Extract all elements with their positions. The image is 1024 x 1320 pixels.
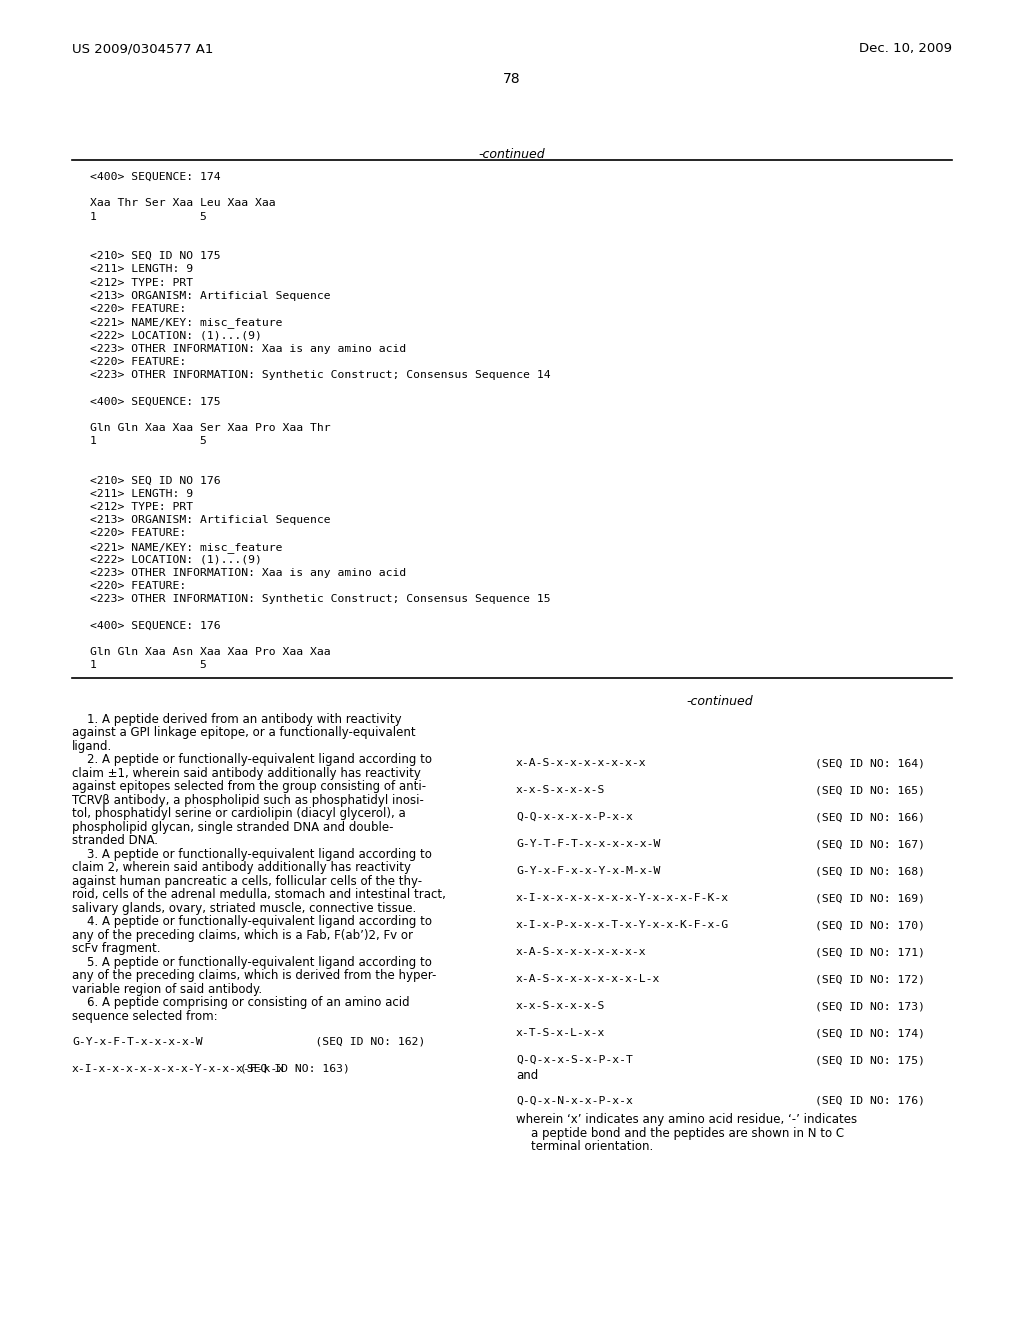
Text: TCRVβ antibody, a phospholipid such as phosphatidyl inosi-: TCRVβ antibody, a phospholipid such as p… [72,793,424,807]
Text: 3. A peptide or functionally-equivalent ligand according to: 3. A peptide or functionally-equivalent … [72,847,432,861]
Text: <220> FEATURE:: <220> FEATURE: [90,304,186,314]
Text: any of the preceding claims, which is derived from the hyper-: any of the preceding claims, which is de… [72,969,436,982]
Text: <222> LOCATION: (1)...(9): <222> LOCATION: (1)...(9) [90,554,262,565]
Text: 4. A peptide or functionally-equivalent ligand according to: 4. A peptide or functionally-equivalent … [72,915,432,928]
Text: (SEQ ID NO: 176): (SEQ ID NO: 176) [815,1096,925,1106]
Text: Q-Q-x-x-x-x-P-x-x: Q-Q-x-x-x-x-P-x-x [516,812,633,822]
Text: -continued: -continued [478,148,546,161]
Text: x-I-x-x-x-x-x-x-x-Y-x-x-x-F-K-x: x-I-x-x-x-x-x-x-x-Y-x-x-x-F-K-x [516,894,729,903]
Text: <211> LENGTH: 9: <211> LENGTH: 9 [90,264,194,275]
Text: x-A-S-x-x-x-x-x-x-x: x-A-S-x-x-x-x-x-x-x [516,758,646,768]
Text: sequence selected from:: sequence selected from: [72,1010,218,1023]
Text: tol, phosphatidyl serine or cardiolipin (diacyl glycerol), a: tol, phosphatidyl serine or cardiolipin … [72,807,406,820]
Text: Gln Gln Xaa Asn Xaa Xaa Pro Xaa Xaa: Gln Gln Xaa Asn Xaa Xaa Pro Xaa Xaa [90,647,331,657]
Text: <223> OTHER INFORMATION: Synthetic Construct; Consensus Sequence 15: <223> OTHER INFORMATION: Synthetic Const… [90,594,551,605]
Text: <220> FEATURE:: <220> FEATURE: [90,528,186,539]
Text: 6. A peptide comprising or consisting of an amino acid: 6. A peptide comprising or consisting of… [72,997,410,1008]
Text: <223> OTHER INFORMATION: Xaa is any amino acid: <223> OTHER INFORMATION: Xaa is any amin… [90,568,407,578]
Text: Dec. 10, 2009: Dec. 10, 2009 [859,42,952,55]
Text: (SEQ ID NO: 162): (SEQ ID NO: 162) [171,1036,425,1047]
Text: <210> SEQ ID NO 176: <210> SEQ ID NO 176 [90,475,220,486]
Text: <213> ORGANISM: Artificial Sequence: <213> ORGANISM: Artificial Sequence [90,290,331,301]
Text: <222> LOCATION: (1)...(9): <222> LOCATION: (1)...(9) [90,330,262,341]
Text: (SEQ ID NO: 167): (SEQ ID NO: 167) [815,840,925,849]
Text: <221> NAME/KEY: misc_feature: <221> NAME/KEY: misc_feature [90,541,283,553]
Text: 1               5: 1 5 [90,660,207,671]
Text: 2. A peptide or functionally-equivalent ligand according to: 2. A peptide or functionally-equivalent … [72,754,432,766]
Text: (SEQ ID NO: 172): (SEQ ID NO: 172) [815,974,925,985]
Text: against a GPI linkage epitope, or a functionally-equivalent: against a GPI linkage epitope, or a func… [72,726,416,739]
Text: and: and [516,1069,539,1081]
Text: Xaa Thr Ser Xaa Leu Xaa Xaa: Xaa Thr Ser Xaa Leu Xaa Xaa [90,198,275,209]
Text: (SEQ ID NO: 169): (SEQ ID NO: 169) [815,894,925,903]
Text: variable region of said antibody.: variable region of said antibody. [72,982,262,995]
Text: (SEQ ID NO: 170): (SEQ ID NO: 170) [815,920,925,931]
Text: (SEQ ID NO: 168): (SEQ ID NO: 168) [815,866,925,876]
Text: terminal orientation.: terminal orientation. [516,1140,653,1154]
Text: a peptide bond and the peptides are shown in N to C: a peptide bond and the peptides are show… [516,1126,844,1139]
Text: salivary glands, ovary, striated muscle, connective tissue.: salivary glands, ovary, striated muscle,… [72,902,416,915]
Text: <223> OTHER INFORMATION: Synthetic Construct; Consensus Sequence 14: <223> OTHER INFORMATION: Synthetic Const… [90,370,551,380]
Text: against epitopes selected from the group consisting of anti-: against epitopes selected from the group… [72,780,426,793]
Text: x-A-S-x-x-x-x-x-x-L-x: x-A-S-x-x-x-x-x-x-L-x [516,974,660,985]
Text: (SEQ ID NO: 165): (SEQ ID NO: 165) [815,785,925,795]
Text: (SEQ ID NO: 163): (SEQ ID NO: 163) [233,1064,350,1073]
Text: claim ±1, wherein said antibody additionally has reactivity: claim ±1, wherein said antibody addition… [72,767,421,780]
Text: US 2009/0304577 A1: US 2009/0304577 A1 [72,42,213,55]
Text: phospholipid glycan, single stranded DNA and double-: phospholipid glycan, single stranded DNA… [72,821,393,834]
Text: <220> FEATURE:: <220> FEATURE: [90,356,186,367]
Text: Q-Q-x-N-x-x-P-x-x: Q-Q-x-N-x-x-P-x-x [516,1096,633,1106]
Text: x-I-x-P-x-x-x-T-x-Y-x-x-K-F-x-G: x-I-x-P-x-x-x-T-x-Y-x-x-K-F-x-G [516,920,729,931]
Text: ligand.: ligand. [72,739,113,752]
Text: x-T-S-x-L-x-x: x-T-S-x-L-x-x [516,1028,605,1038]
Text: <210> SEQ ID NO 175: <210> SEQ ID NO 175 [90,251,220,261]
Text: 78: 78 [503,73,521,86]
Text: (SEQ ID NO: 166): (SEQ ID NO: 166) [815,812,925,822]
Text: (SEQ ID NO: 175): (SEQ ID NO: 175) [815,1055,925,1065]
Text: x-I-x-x-x-x-x-x-x-Y-x-x-x-F-k-x: x-I-x-x-x-x-x-x-x-Y-x-x-x-F-k-x [72,1064,285,1073]
Text: <223> OTHER INFORMATION: Xaa is any amino acid: <223> OTHER INFORMATION: Xaa is any amin… [90,343,407,354]
Text: Q-Q-x-x-S-x-P-x-T: Q-Q-x-x-S-x-P-x-T [516,1055,633,1065]
Text: x-x-S-x-x-x-S: x-x-S-x-x-x-S [516,785,605,795]
Text: (SEQ ID NO: 171): (SEQ ID NO: 171) [815,946,925,957]
Text: <211> LENGTH: 9: <211> LENGTH: 9 [90,488,194,499]
Text: against human pancreatic a cells, follicular cells of the thy-: against human pancreatic a cells, follic… [72,875,422,887]
Text: G-Y-x-F-x-x-Y-x-M-x-W: G-Y-x-F-x-x-Y-x-M-x-W [516,866,660,876]
Text: G-Y-T-F-T-x-x-x-x-x-W: G-Y-T-F-T-x-x-x-x-x-W [516,840,660,849]
Text: any of the preceding claims, which is a Fab, F(ab’)2, Fv or: any of the preceding claims, which is a … [72,928,413,941]
Text: 1               5: 1 5 [90,436,207,446]
Text: <220> FEATURE:: <220> FEATURE: [90,581,186,591]
Text: wherein ‘x’ indicates any amino acid residue, ‘-’ indicates: wherein ‘x’ indicates any amino acid res… [516,1113,857,1126]
Text: (SEQ ID NO: 164): (SEQ ID NO: 164) [815,758,925,768]
Text: G-Y-x-F-T-x-x-x-x-W: G-Y-x-F-T-x-x-x-x-W [72,1036,203,1047]
Text: (SEQ ID NO: 173): (SEQ ID NO: 173) [815,1001,925,1011]
Text: scFv fragment.: scFv fragment. [72,942,161,956]
Text: <212> TYPE: PRT: <212> TYPE: PRT [90,502,194,512]
Text: <400> SEQUENCE: 176: <400> SEQUENCE: 176 [90,620,220,631]
Text: roid, cells of the adrenal medulla, stomach and intestinal tract,: roid, cells of the adrenal medulla, stom… [72,888,445,902]
Text: <400> SEQUENCE: 174: <400> SEQUENCE: 174 [90,172,220,182]
Text: -continued: -continued [687,694,754,708]
Text: claim 2, wherein said antibody additionally has reactivity: claim 2, wherein said antibody additiona… [72,861,411,874]
Text: 5. A peptide or functionally-equivalent ligand according to: 5. A peptide or functionally-equivalent … [72,956,432,969]
Text: x-A-S-x-x-x-x-x-x-x: x-A-S-x-x-x-x-x-x-x [516,946,646,957]
Text: (SEQ ID NO: 174): (SEQ ID NO: 174) [815,1028,925,1038]
Text: x-x-S-x-x-x-S: x-x-S-x-x-x-S [516,1001,605,1011]
Text: <221> NAME/KEY: misc_feature: <221> NAME/KEY: misc_feature [90,317,283,329]
Text: 1. A peptide derived from an antibody with reactivity: 1. A peptide derived from an antibody wi… [72,713,401,726]
Text: <400> SEQUENCE: 175: <400> SEQUENCE: 175 [90,396,220,407]
Text: 1               5: 1 5 [90,211,207,222]
Text: Gln Gln Xaa Xaa Ser Xaa Pro Xaa Thr: Gln Gln Xaa Xaa Ser Xaa Pro Xaa Thr [90,422,331,433]
Text: stranded DNA.: stranded DNA. [72,834,158,847]
Text: <213> ORGANISM: Artificial Sequence: <213> ORGANISM: Artificial Sequence [90,515,331,525]
Text: <212> TYPE: PRT: <212> TYPE: PRT [90,277,194,288]
